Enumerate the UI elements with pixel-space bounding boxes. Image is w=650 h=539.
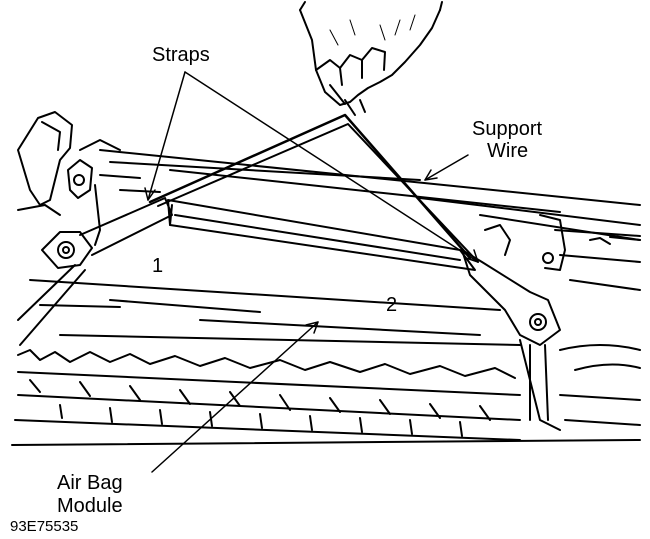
support-wire-label-line2: Wire <box>487 140 529 162</box>
support-wire-label-line1: Support <box>472 118 543 140</box>
air-bag-label-line1: Air Bag <box>57 472 123 494</box>
dashboard-panel <box>11 111 641 446</box>
hand <box>299 1 443 116</box>
callout-1: 1 <box>152 255 164 277</box>
right-strap <box>461 249 561 421</box>
straps-leader-left <box>147 71 186 201</box>
straps-label: Straps <box>152 44 210 66</box>
leader-lines <box>144 71 479 473</box>
air-bag-label-line2: Module <box>57 495 123 517</box>
support-wire-leader <box>424 154 469 181</box>
callout-2: 2 <box>386 294 398 316</box>
air-bag-leader <box>151 321 319 473</box>
straps-leader-right <box>184 71 479 263</box>
support-wire <box>148 113 479 263</box>
figure-code: 93E75535 <box>10 518 79 535</box>
left-strap <box>17 197 173 346</box>
